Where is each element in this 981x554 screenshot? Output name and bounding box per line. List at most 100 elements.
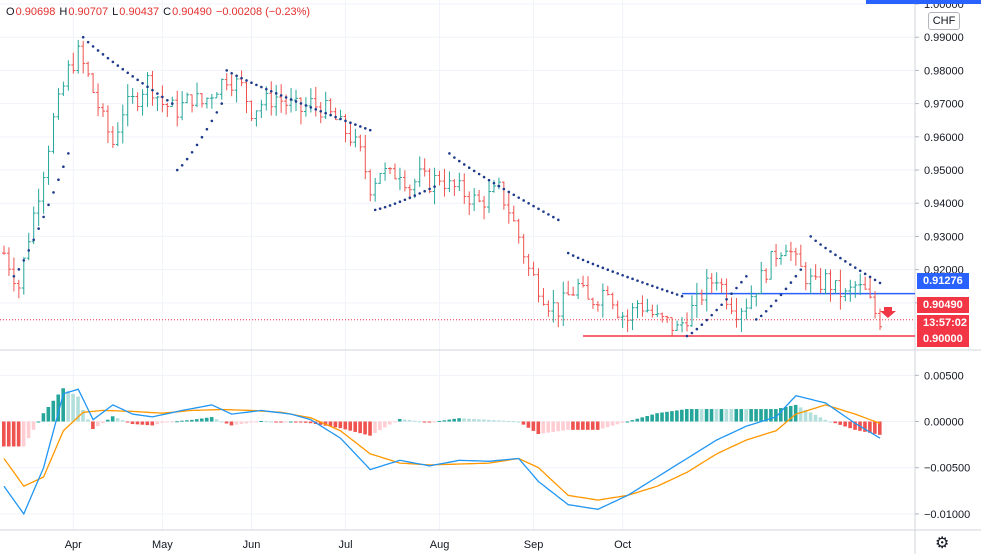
sar-dot xyxy=(195,143,199,147)
sar-dot xyxy=(403,198,407,202)
sar-dot xyxy=(324,111,327,115)
sar-dot xyxy=(641,281,644,284)
macd-histogram-bar xyxy=(16,421,21,447)
sar-dot xyxy=(695,327,699,331)
macd-histogram-bar xyxy=(6,421,11,447)
macd-histogram-bar xyxy=(363,421,367,435)
macd-histogram-bar xyxy=(388,421,392,425)
price-tick-label: 0.93000 xyxy=(924,231,964,243)
sar-dot xyxy=(185,157,189,161)
sar-dot xyxy=(146,85,149,89)
sar-dot xyxy=(383,205,387,209)
sar-dot xyxy=(418,192,422,195)
settings-gear-icon[interactable]: ⚙ xyxy=(935,535,950,552)
sar-dot xyxy=(309,106,313,109)
sar-dot xyxy=(789,281,793,284)
macd-histogram-bar xyxy=(556,421,560,432)
macd-histogram-bar xyxy=(224,421,229,424)
macd-histogram-bar xyxy=(135,421,140,425)
sar-dot xyxy=(166,98,169,102)
sar-dot xyxy=(774,299,778,302)
sar-dot xyxy=(596,264,600,268)
macd-histogram-bar xyxy=(2,421,6,447)
macd-histogram-bar xyxy=(843,421,847,427)
macd-histogram-bar xyxy=(26,421,31,439)
macd-histogram-bar xyxy=(487,419,491,422)
time-tick-label: May xyxy=(152,539,173,551)
sar-dot xyxy=(829,250,832,253)
macd-histogram-bar xyxy=(620,421,625,423)
close-value: 0.90490 xyxy=(172,6,212,18)
sar-dot xyxy=(200,135,204,139)
price-tick-label: 0.97000 xyxy=(924,99,964,111)
sar-dot xyxy=(363,127,367,130)
sar-dot xyxy=(428,187,431,191)
macd-histogram-bar xyxy=(675,410,679,422)
macd-histogram-bar xyxy=(605,421,610,428)
macd-histogram-bar xyxy=(199,418,204,422)
macd-histogram-bar xyxy=(625,421,630,423)
sar-dot xyxy=(878,281,882,285)
sar-dot xyxy=(453,156,456,159)
macd-histogram-bar xyxy=(878,421,882,435)
macd-histogram-bar xyxy=(165,421,169,423)
price-tick-label: 0.96000 xyxy=(924,132,964,144)
sar-dot xyxy=(606,268,610,272)
macd-histogram-bar xyxy=(734,409,739,422)
macd-histogram-bar xyxy=(289,421,293,423)
macd-histogram-bar xyxy=(848,421,852,429)
sar-dot xyxy=(720,303,723,307)
macd-histogram-bar xyxy=(254,421,259,423)
macd-histogram-bar xyxy=(234,421,239,425)
sar-dot xyxy=(17,268,21,271)
price-tick-label: 1.00000 xyxy=(924,0,964,11)
macd-histogram-bar xyxy=(516,421,521,423)
macd-histogram-bar xyxy=(818,417,823,422)
macd-histogram-bar xyxy=(279,421,283,423)
sar-dot xyxy=(205,127,209,131)
macd-histogram-bar xyxy=(105,419,110,422)
macd-histogram-bar xyxy=(600,421,605,429)
sar-dot xyxy=(472,169,476,173)
price-tick-label: 0.99000 xyxy=(924,32,964,44)
sar-dot xyxy=(844,260,847,263)
macd-histogram-bar xyxy=(358,421,362,434)
macd-histogram-bar xyxy=(462,418,466,422)
sar-dot xyxy=(373,208,377,212)
macd-histogram-bar xyxy=(798,407,803,422)
macd-histogram-bar xyxy=(783,406,788,422)
sar-dot xyxy=(136,78,139,82)
macd-histogram-bar xyxy=(511,421,516,423)
sar-dot xyxy=(269,89,273,93)
change-value: −0.00208 (−0.23%) xyxy=(215,6,311,18)
macd-histogram-bar xyxy=(81,409,85,422)
macd-histogram-bar xyxy=(269,421,273,423)
macd-histogram-bar xyxy=(496,420,501,422)
macd-histogram-bar xyxy=(491,420,496,422)
sar-dot xyxy=(304,104,308,107)
sar-dot xyxy=(260,85,263,89)
macd-histogram-bar xyxy=(699,409,704,422)
sar-dot xyxy=(86,40,90,44)
macd-histogram-bar xyxy=(348,421,353,431)
macd-histogram-bar xyxy=(264,421,268,423)
macd-histogram-bar xyxy=(561,421,565,431)
macd-histogram-bar xyxy=(175,421,179,423)
sar-dot xyxy=(245,79,248,82)
sar-dot xyxy=(215,111,219,114)
sar-dot xyxy=(151,88,154,92)
sar-dot xyxy=(91,45,95,48)
macd-histogram-bar xyxy=(422,421,427,423)
sar-dot xyxy=(740,280,743,284)
macd-line xyxy=(3,388,881,516)
macd-histogram-bar xyxy=(744,409,748,422)
macd-histogram-bar xyxy=(645,415,649,422)
sar-dot xyxy=(675,293,679,296)
currency-badge[interactable]: CHF xyxy=(928,12,960,30)
macd-histogram-bar xyxy=(110,416,115,422)
sar-dot xyxy=(601,266,605,270)
sar-dot xyxy=(265,87,268,91)
sar-dot xyxy=(576,256,580,260)
macd-histogram-bar xyxy=(130,421,135,425)
